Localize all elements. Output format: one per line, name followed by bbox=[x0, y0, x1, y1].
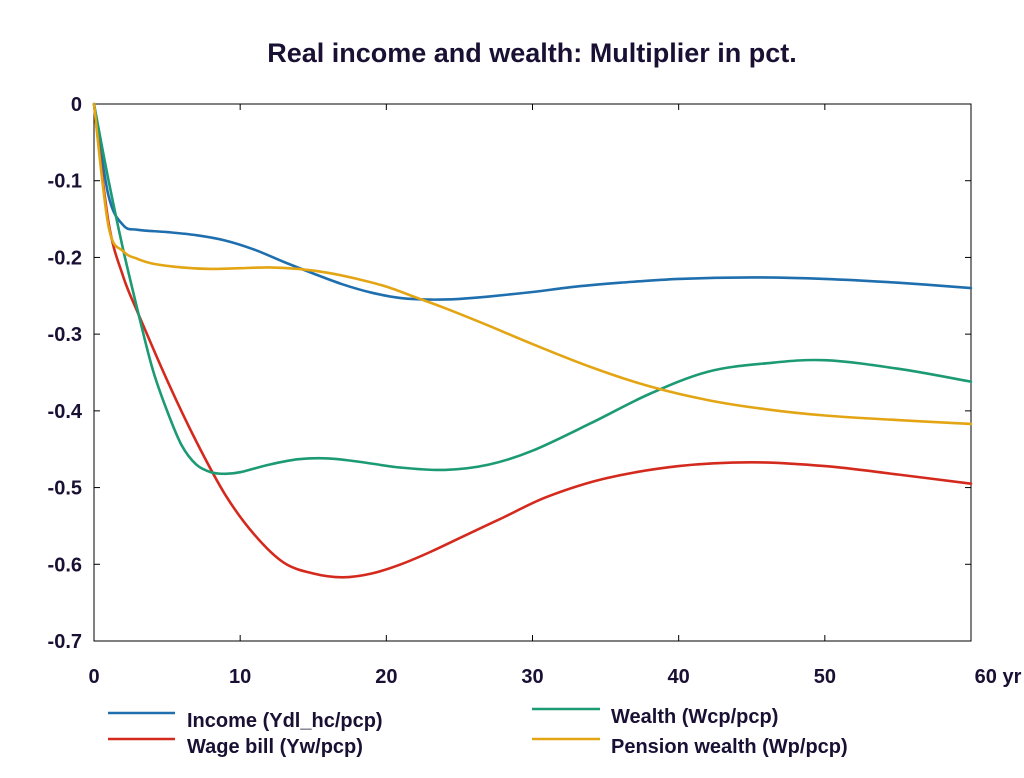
x-tick-label: 30 bbox=[521, 666, 543, 688]
x-tick-label: 0 bbox=[88, 666, 99, 688]
y-tick-label: -0.4 bbox=[48, 401, 83, 423]
y-tick-label: -0.2 bbox=[48, 247, 82, 269]
series-lines bbox=[92, 102, 973, 579]
chart-title: Real income and wealth: Multiplier in pc… bbox=[267, 38, 797, 68]
legend-label: Pension wealth (Wp/pcp) bbox=[611, 736, 848, 758]
y-tick-label: -0.1 bbox=[48, 171, 82, 193]
y-tick-label: -0.6 bbox=[48, 554, 82, 576]
series-line-income-ydl-hc-pcp bbox=[92, 102, 973, 301]
series-line-wage-bill-yw-pcp bbox=[92, 102, 973, 579]
legend-label: Wealth (Wcp/pcp) bbox=[611, 706, 778, 728]
x-tick-label: 60 yr bbox=[975, 666, 1022, 688]
legend: Income (Ydl_hc/pcp) Wage bill (Yw/pcp) Wea… bbox=[108, 706, 848, 758]
legend-label: Wage bill (Yw/pcp) bbox=[187, 736, 363, 758]
y-tick-label: -0.3 bbox=[48, 324, 82, 346]
y-tick-label: -0.5 bbox=[48, 478, 82, 500]
x-axis: 0 10 20 30 40 50 60 yr bbox=[88, 104, 1022, 688]
plot-area bbox=[93, 103, 972, 642]
x-tick-label: 50 bbox=[814, 666, 836, 688]
x-tick-label: 10 bbox=[229, 666, 251, 688]
y-tick-label: 0 bbox=[71, 94, 82, 116]
y-tick-label: -0.7 bbox=[48, 631, 82, 653]
y-axis: 0 -0.1 -0.2 -0.3 -0.4 -0.5 -0.6 -0.7 bbox=[48, 94, 971, 653]
series-line-pension-wealth-wp-pcp bbox=[92, 102, 973, 426]
legend-label: Income (Ydl_hc/pcp) bbox=[187, 710, 383, 732]
series-line-wealth-wcp-pcp bbox=[92, 102, 973, 476]
x-tick-label: 20 bbox=[375, 666, 397, 688]
x-tick-label: 40 bbox=[668, 666, 690, 688]
